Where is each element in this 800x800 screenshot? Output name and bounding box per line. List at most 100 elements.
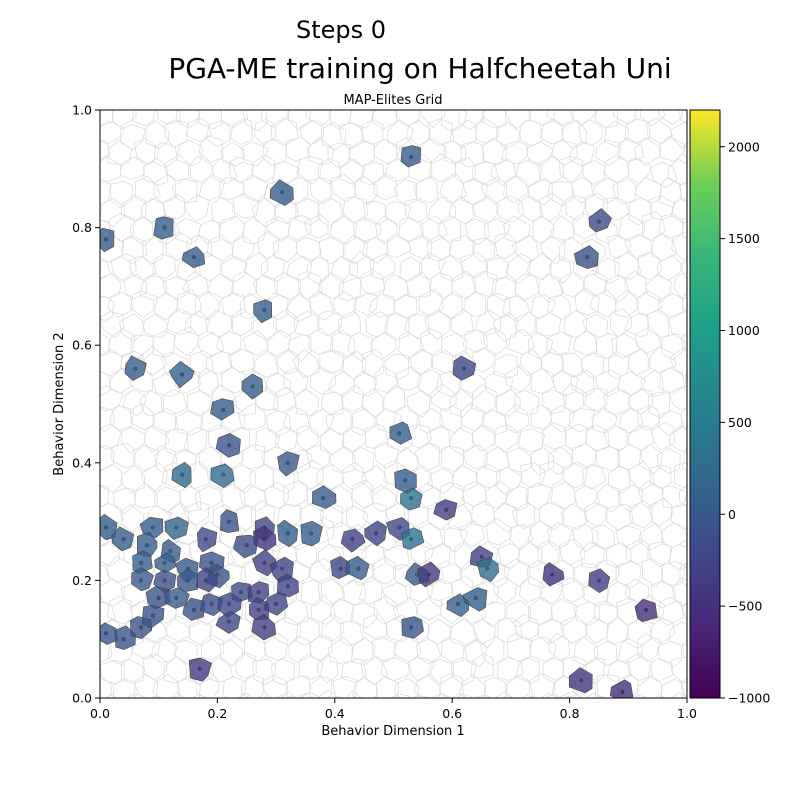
mesh-cell [546, 331, 572, 356]
mesh-cell [529, 110, 556, 126]
mesh-cell [261, 674, 287, 698]
mesh-cell [300, 579, 323, 607]
mesh-cell [613, 251, 642, 280]
mesh-cell [100, 138, 111, 163]
mesh-cell [569, 408, 595, 433]
mesh-cell [494, 388, 521, 417]
mesh-cell [200, 634, 224, 661]
mesh-cell [396, 110, 420, 127]
mesh-cell [231, 192, 260, 219]
mesh-cell [100, 578, 126, 607]
mesh-cell [617, 674, 639, 698]
mesh-cell [679, 562, 687, 587]
mesh-cell [458, 520, 486, 548]
mesh-cell [234, 652, 257, 680]
mesh-cell [681, 217, 687, 238]
mesh-cell [550, 370, 579, 397]
elite-centroid [174, 596, 179, 601]
mesh-cell [381, 385, 406, 414]
mesh-cell [658, 110, 683, 126]
mesh-cell [231, 234, 255, 261]
mesh-cell [342, 196, 369, 224]
mesh-cell [461, 480, 488, 507]
mesh-cell [471, 270, 498, 298]
mesh-cell [100, 675, 113, 698]
mesh-cell [395, 366, 422, 392]
mesh-cell [295, 616, 320, 646]
elite-centroid [262, 560, 267, 565]
mesh-cell [375, 215, 398, 245]
elite-centroid [321, 496, 326, 501]
mesh-cell [242, 330, 269, 356]
mesh-cell [542, 389, 568, 414]
mesh-cell [625, 618, 652, 649]
mesh-cell [526, 252, 553, 281]
mesh-cell [252, 658, 277, 685]
elite-centroid [150, 613, 155, 618]
mesh-cell [493, 576, 518, 604]
mesh-cell [485, 480, 511, 509]
mesh-cell [639, 110, 666, 127]
mesh-cell [242, 174, 268, 203]
mesh-cell [207, 273, 234, 299]
mesh-cell [595, 369, 621, 397]
mesh-cell [409, 349, 433, 376]
mesh-cell [274, 616, 302, 647]
mesh-cell [426, 234, 451, 262]
mesh-cell [580, 351, 605, 379]
y-tick-label: 0.0 [72, 691, 92, 706]
mesh-cell [153, 142, 178, 169]
mesh-cell [418, 522, 444, 551]
elite-centroid [280, 566, 285, 571]
mesh-cell [205, 120, 231, 147]
mesh-cell [527, 332, 554, 359]
mesh-cell [460, 178, 488, 206]
mesh-cell [603, 274, 630, 303]
mesh-cell [373, 595, 400, 625]
mesh-cell [424, 309, 451, 340]
mesh-cell [459, 674, 487, 698]
mesh-cell [492, 311, 519, 342]
mesh-cell [627, 460, 655, 492]
mesh-cell [107, 291, 134, 318]
mesh-cell [507, 328, 535, 356]
mesh-cell [359, 268, 386, 296]
mesh-cell [176, 139, 204, 167]
mesh-cell [651, 421, 676, 451]
elite-centroid [473, 596, 478, 601]
mesh-cell [541, 422, 567, 450]
mesh-cell [617, 484, 644, 513]
mesh-cell [111, 442, 135, 469]
mesh-cell [568, 110, 597, 127]
elite-centroid [103, 631, 108, 636]
mesh-cell [348, 250, 375, 280]
mesh-cell [100, 370, 112, 397]
mesh-cell [497, 617, 523, 644]
mesh-cell [406, 390, 431, 418]
mesh-cell [627, 348, 651, 376]
elite-centroid [262, 537, 267, 542]
mesh-cell [603, 424, 630, 452]
elite-centroid [203, 537, 208, 542]
elite-centroid [338, 566, 343, 571]
mesh-cell [264, 481, 289, 510]
elite-centroid [139, 560, 144, 565]
mesh-cell [408, 234, 432, 260]
mesh-cell [546, 110, 574, 126]
mesh-cell [502, 175, 529, 204]
mesh-cell [682, 141, 687, 159]
mesh-cell [186, 390, 212, 418]
mesh-cell [317, 158, 342, 185]
mesh-cell [174, 217, 202, 245]
mesh-cell [547, 294, 572, 320]
mesh-cell [119, 124, 146, 151]
mesh-cell [262, 695, 272, 698]
mesh-cell [329, 330, 356, 358]
mesh-cell [427, 196, 457, 225]
mesh-cell [309, 366, 337, 395]
mesh-cell [470, 500, 496, 528]
mesh-cell [320, 613, 345, 642]
mesh-cell [390, 693, 410, 698]
mesh-cell [133, 482, 156, 509]
mesh-cell [670, 196, 687, 224]
